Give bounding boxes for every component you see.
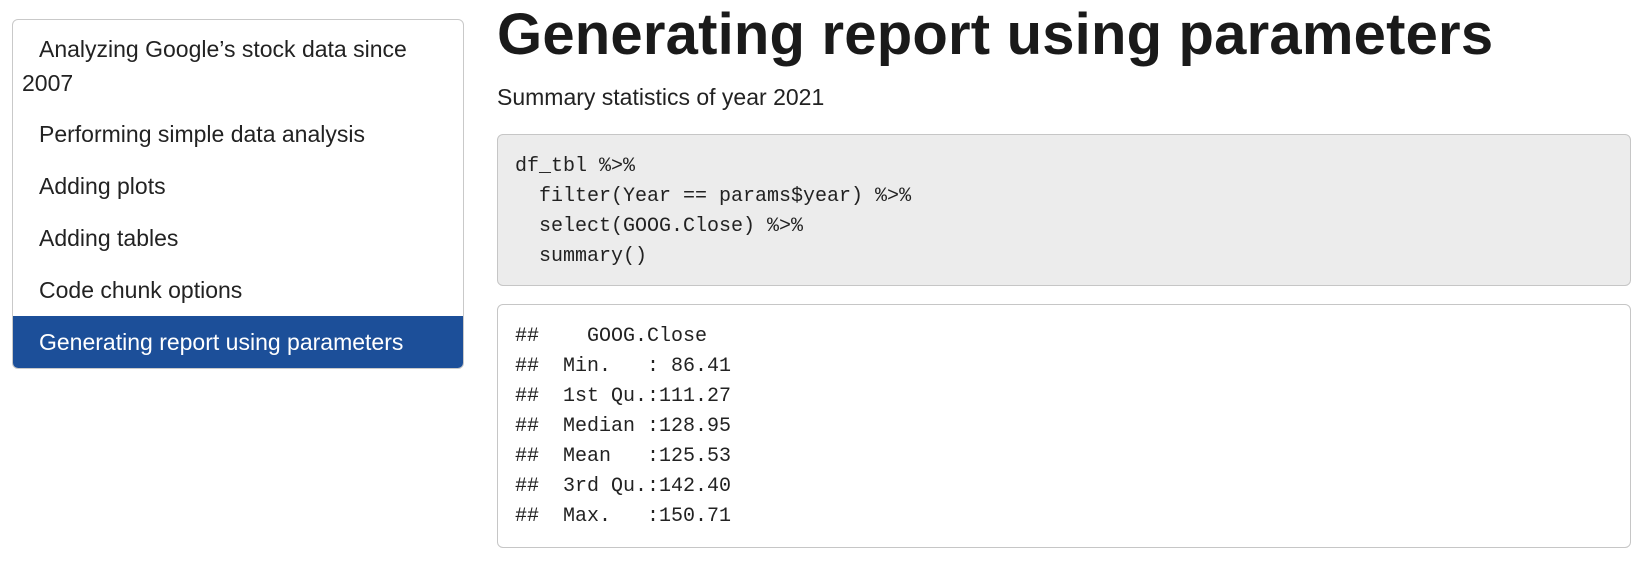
r-output-chunk: ## GOOG.Close ## Min. : 86.41 ## 1st Qu.:1… [497, 304, 1631, 548]
main-content: Generating report using parameters Summa… [497, 0, 1631, 548]
output-line: ## Median :128.95 [515, 415, 732, 438]
output-line: ## GOOG.Close [515, 325, 708, 348]
code-line: select(GOOG.Close) %>% [515, 215, 804, 238]
output-line: ## Max. :150.71 [515, 505, 732, 528]
toc-item-adding-plots[interactable]: Adding plots [39, 173, 166, 199]
toc-item-code-chunk-options[interactable]: Code chunk options [39, 277, 243, 303]
output-line: ## 1st Qu.:111.27 [515, 385, 732, 408]
output-line: ## Min. : 86.41 [515, 355, 732, 378]
table-of-contents: Analyzing Google’s stock data since 2007… [12, 19, 464, 369]
code-line: filter(Year == params$year) %>% [515, 185, 912, 208]
output-line: ## Mean :125.53 [515, 445, 732, 468]
toc-item-adding-tables[interactable]: Adding tables [39, 225, 179, 251]
code-line: df_tbl %>% [515, 155, 636, 178]
section-subtitle: Summary statistics of year 2021 [497, 84, 825, 110]
toc-item-analyzing-google-stock[interactable]: Analyzing Google’s stock data since 2007 [22, 36, 407, 96]
code-line: summary() [515, 245, 648, 268]
toc-item-simple-data-analysis[interactable]: Performing simple data analysis [39, 121, 365, 147]
toc-item-generating-report-active[interactable]: Generating report using parameters [13, 316, 463, 368]
page-title: Generating report using parameters [497, 2, 1494, 67]
output-line: ## 3rd Qu.:142.40 [515, 475, 732, 498]
r-code-chunk: df_tbl %>% filter(Year == params$year) %… [497, 134, 1631, 286]
